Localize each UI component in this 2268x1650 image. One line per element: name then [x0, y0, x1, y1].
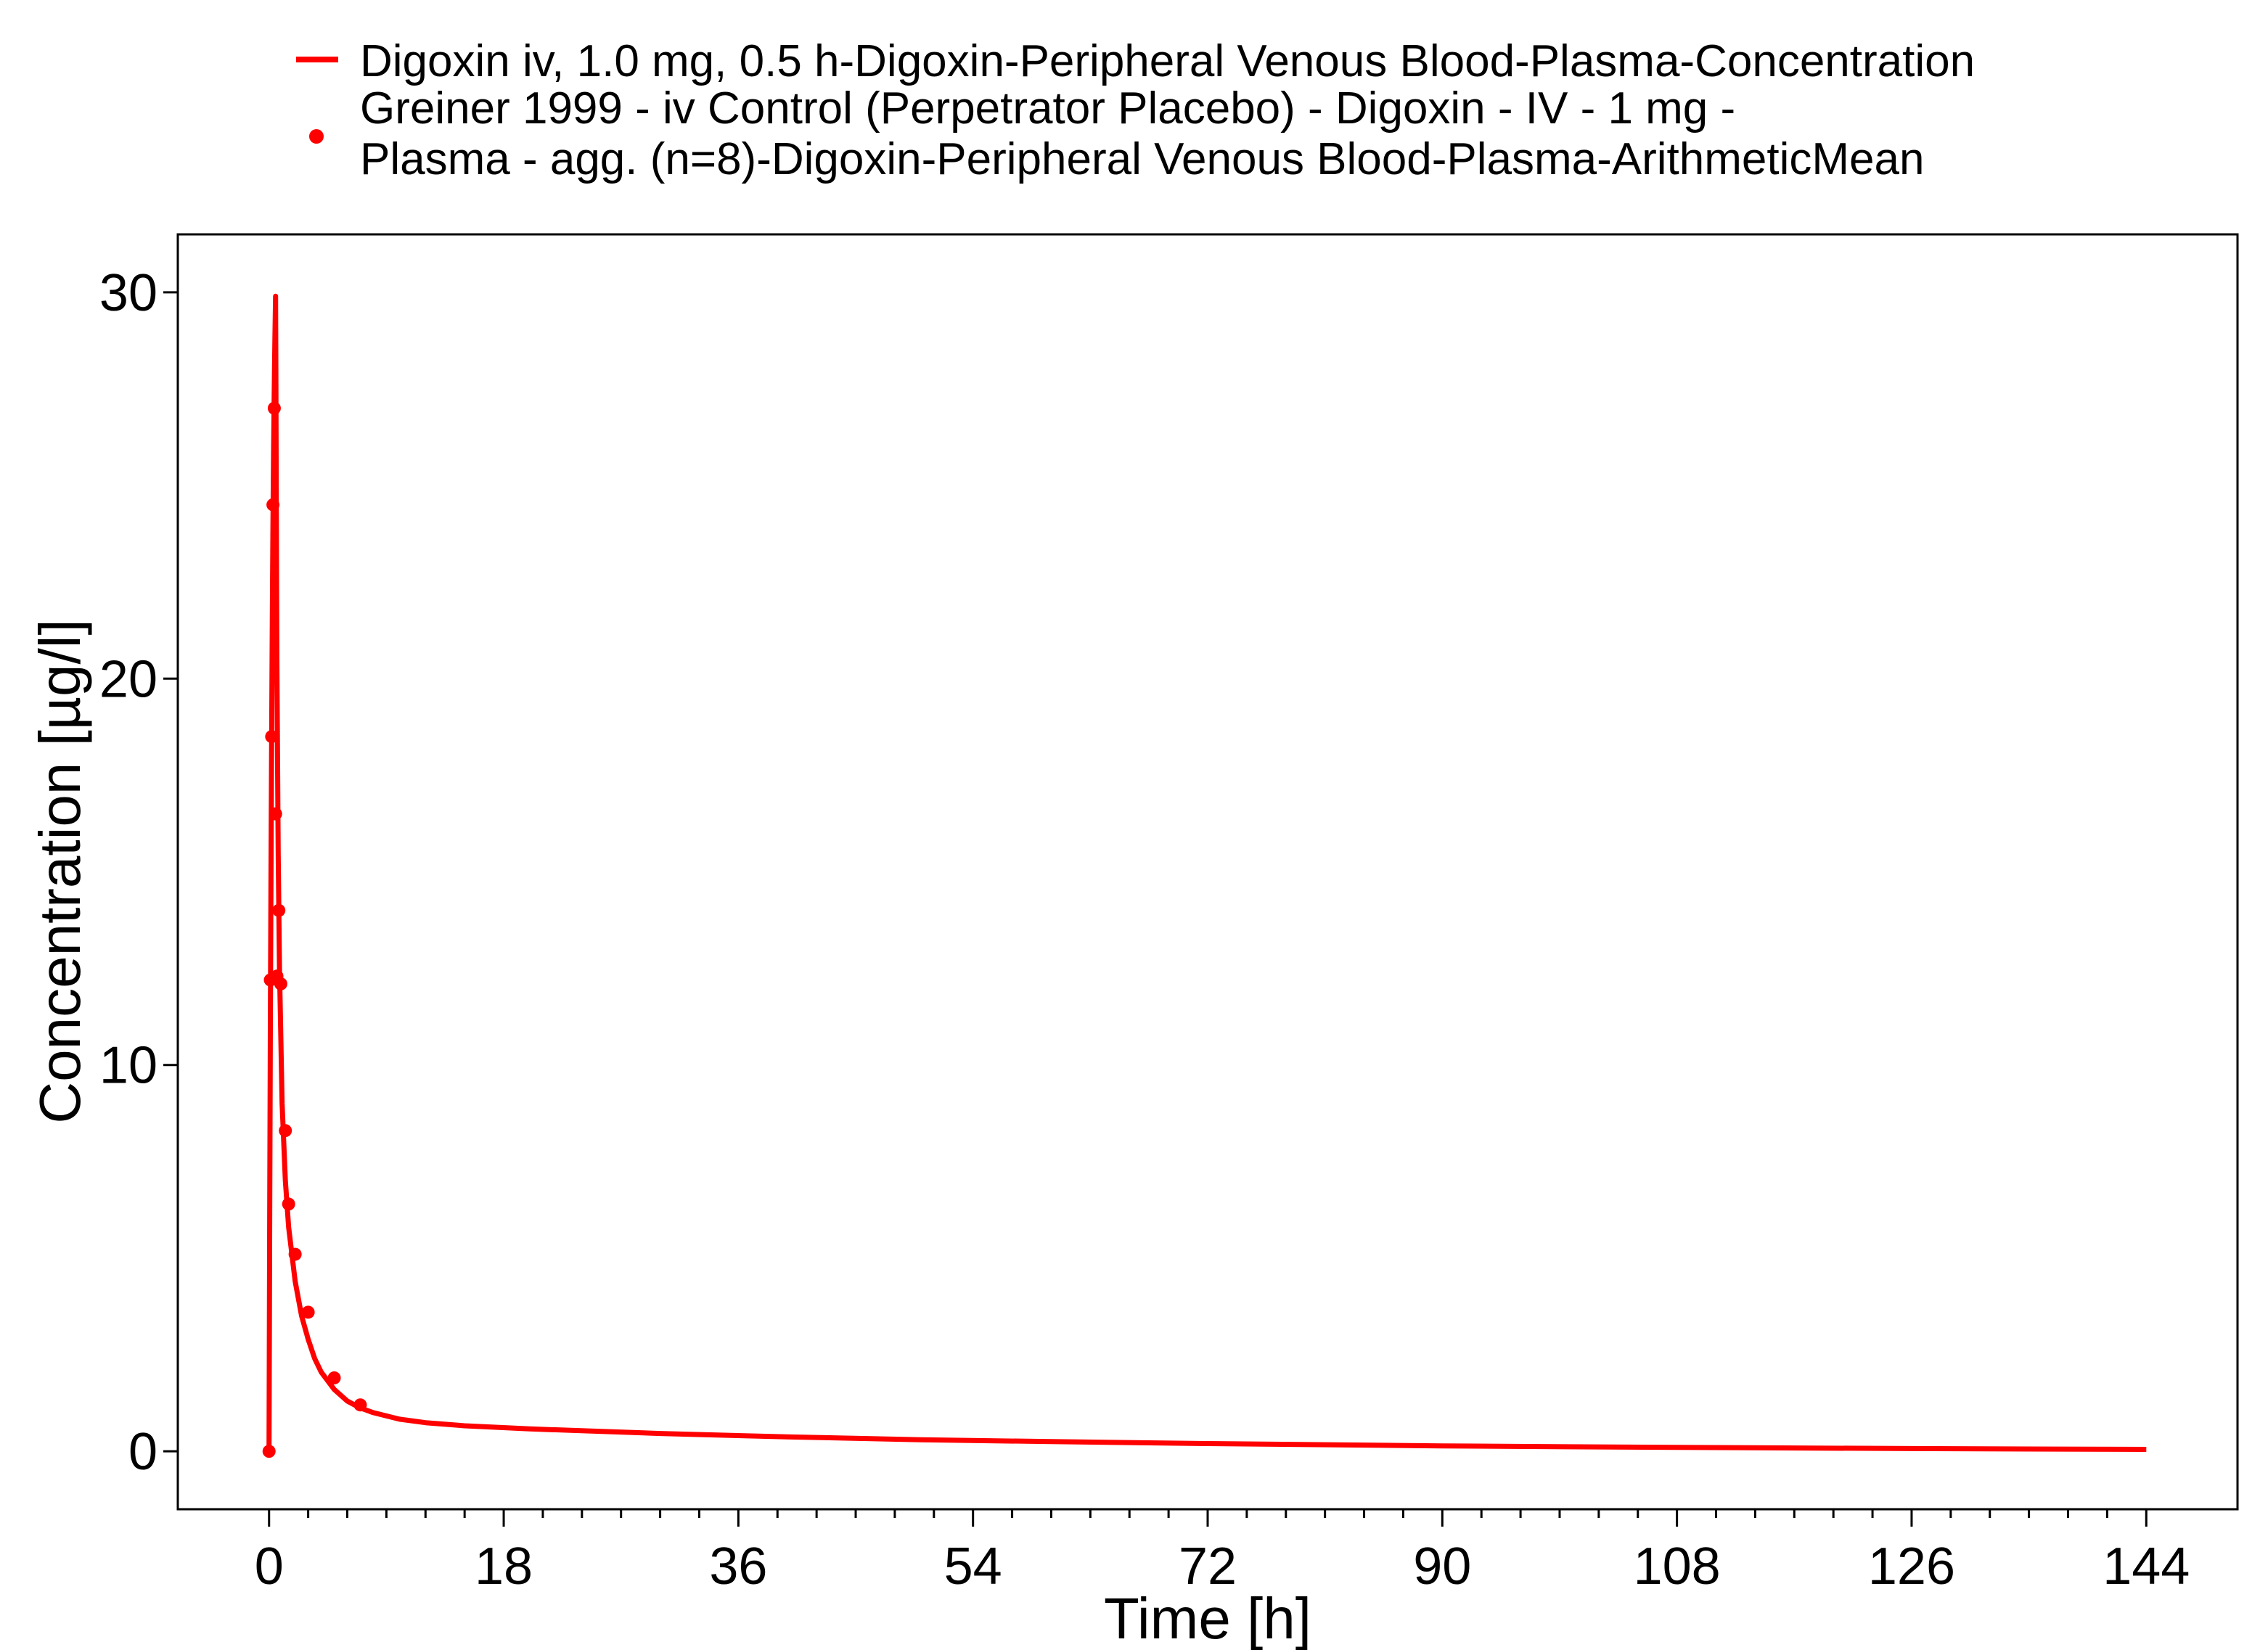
y-axis-title: Concentration [µg/l] [28, 619, 92, 1123]
x-tick-label: 36 [709, 1538, 767, 1596]
x-axis: 0 18 36 54 72 90 108 126 144 [255, 1509, 2190, 1596]
legend-label-observed-line2: Plasma - agg. (n=8)-Digoxin-Peripheral V… [360, 134, 1924, 184]
data-point-observed [269, 807, 282, 821]
y-tick-label: 0 [128, 1423, 157, 1481]
x-tick-label: 108 [1634, 1538, 1721, 1596]
y-tick-label: 10 [99, 1037, 157, 1095]
data-point-observed [288, 1247, 302, 1261]
y-tick-label: 20 [99, 650, 157, 708]
data-point-observed [272, 903, 286, 917]
x-tick-label: 72 [1179, 1538, 1237, 1596]
x-tick-label: 144 [2103, 1538, 2190, 1596]
data-point-observed [266, 498, 280, 512]
legend: Digoxin iv, 1.0 mg, 0.5 h-Digoxin-Periph… [296, 36, 1975, 184]
data-point-observed [282, 1197, 295, 1211]
series-line-simulation [266, 293, 2147, 1452]
x-tick-label: 126 [1868, 1538, 1955, 1596]
y-axis: 0 10 20 30 [99, 264, 178, 1481]
legend-point-marker [309, 129, 324, 144]
data-point-observed [353, 1398, 367, 1412]
x-tick-label: 18 [475, 1538, 533, 1596]
data-point-observed [327, 1371, 341, 1384]
series-layer [262, 293, 2147, 1458]
legend-label-simulation: Digoxin iv, 1.0 mg, 0.5 h-Digoxin-Periph… [360, 36, 1975, 86]
x-tick-label: 54 [944, 1538, 1002, 1596]
data-point-observed [301, 1305, 315, 1319]
data-point-observed [267, 401, 281, 415]
data-point-observed [265, 730, 279, 744]
legend-label-observed-line1: Greiner 1999 - iv Control (Perpetrator P… [360, 83, 1735, 134]
x-tick-label: 0 [255, 1538, 284, 1596]
data-point-observed [262, 1445, 276, 1458]
x-tick-label: 90 [1413, 1538, 1471, 1596]
y-tick-label: 30 [99, 264, 157, 322]
x-axis-title: Time [h] [1104, 1586, 1311, 1650]
data-point-observed [279, 1124, 292, 1138]
data-point-observed [274, 977, 287, 990]
